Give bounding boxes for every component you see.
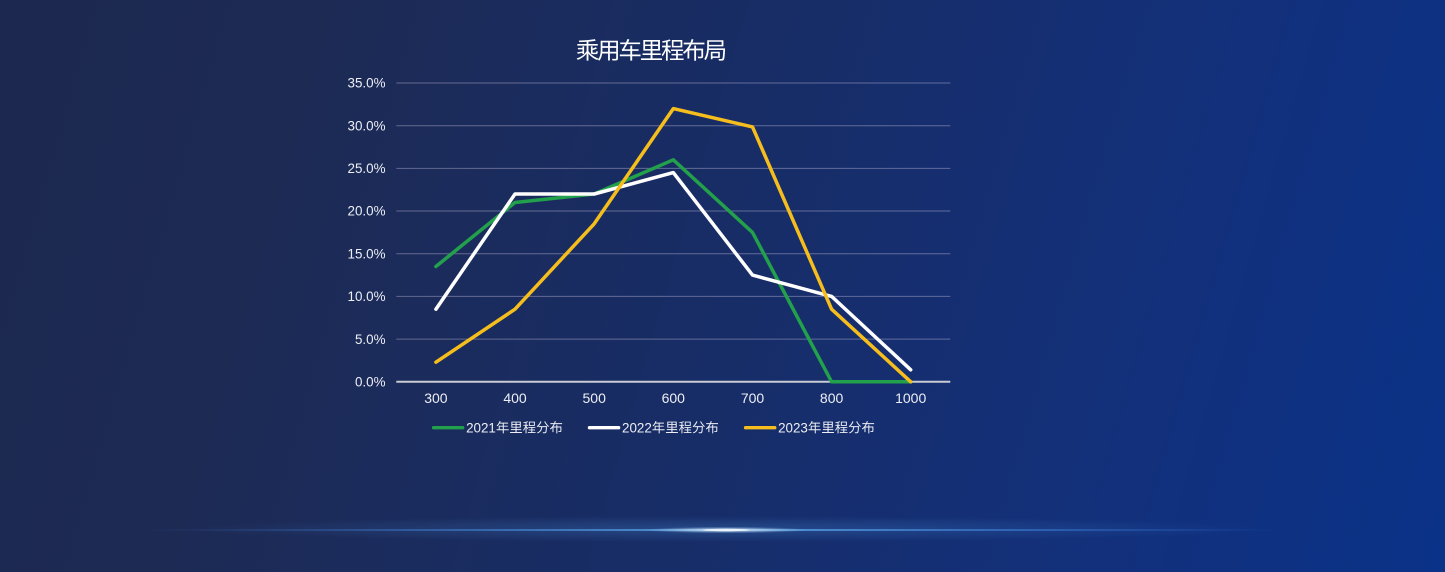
svg-text:0.0%: 0.0% bbox=[355, 375, 386, 390]
svg-text:20.0%: 20.0% bbox=[348, 204, 386, 219]
svg-text:2023: 2023 bbox=[778, 420, 808, 435]
svg-text:2022: 2022 bbox=[622, 420, 652, 435]
svg-text:400: 400 bbox=[503, 390, 527, 406]
svg-text:700: 700 bbox=[741, 390, 765, 406]
svg-text:10.0%: 10.0% bbox=[348, 289, 386, 304]
svg-text:1000: 1000 bbox=[895, 390, 926, 406]
svg-text:30.0%: 30.0% bbox=[348, 118, 386, 133]
svg-text:500: 500 bbox=[583, 390, 607, 406]
svg-text:5.0%: 5.0% bbox=[355, 332, 386, 347]
svg-text:600: 600 bbox=[662, 390, 686, 406]
svg-text:25.0%: 25.0% bbox=[348, 161, 386, 176]
svg-text:2021: 2021 bbox=[466, 420, 496, 435]
svg-text:35.0%: 35.0% bbox=[348, 76, 386, 91]
svg-text:15.0%: 15.0% bbox=[348, 246, 386, 261]
svg-text:800: 800 bbox=[820, 390, 844, 406]
svg-text:300: 300 bbox=[424, 390, 448, 406]
